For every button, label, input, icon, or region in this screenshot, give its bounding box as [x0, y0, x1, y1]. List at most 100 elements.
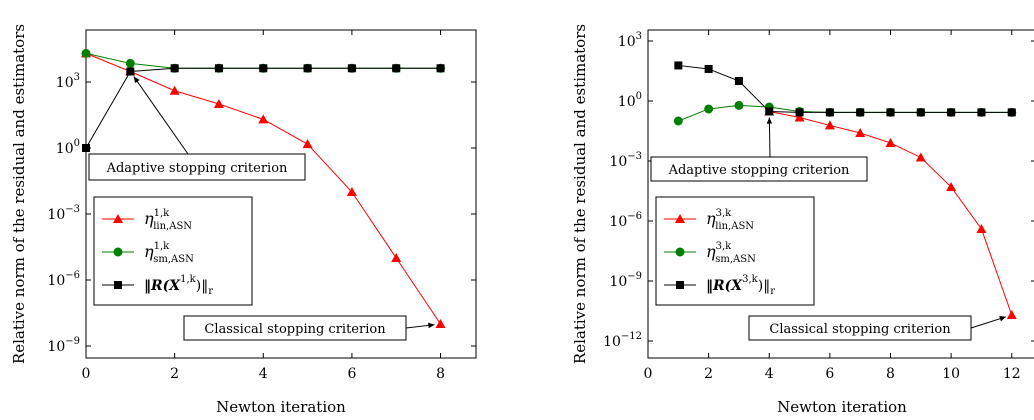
legend-label: η3,k lin,ASN — [706, 208, 754, 232]
eta-lin-series-point — [346, 187, 357, 196]
residual-series-point — [1007, 108, 1016, 117]
eta-lin-series-point — [391, 253, 402, 262]
legend-marker — [114, 281, 122, 289]
legend-label: η1,k lin,ASN — [144, 208, 192, 232]
x-axis-label: Newton iteration — [216, 398, 346, 416]
annotation-box — [650, 156, 868, 182]
x-tick-label: 4 — [259, 366, 268, 382]
residual-series-point — [916, 108, 925, 117]
classical-stopping-annotation: Classical stopping criterion — [748, 315, 1007, 341]
residual-series-point — [886, 108, 895, 117]
eta-lin-series-point — [1006, 309, 1017, 319]
residual-series-point — [126, 67, 135, 76]
residual-series — [674, 61, 1016, 117]
annotation-box — [748, 315, 972, 341]
y-tick-label: 103 — [618, 31, 642, 50]
plot-frame — [85, 29, 477, 359]
x-tick-label: 6 — [347, 366, 356, 382]
eta-lin-series-point — [946, 182, 957, 192]
legend-label: ‖R(X1,k)‖r — [144, 274, 213, 297]
residual-series-point — [734, 77, 743, 85]
annotation-arrow — [766, 117, 773, 158]
eta-sm-series-point — [673, 116, 683, 126]
x-tick-label: 2 — [170, 366, 179, 382]
annotation-arrow — [405, 322, 435, 329]
x-axis-label: Newton iteration — [777, 398, 907, 416]
y-tick-label: 10−9 — [609, 271, 642, 290]
annotation-text: Adaptive stopping criterion — [668, 163, 850, 178]
y-tick-label: 103 — [56, 72, 80, 91]
annotation-box — [88, 153, 306, 181]
eta-lin-series-point — [976, 223, 987, 233]
legend-label: η3,k sm,ASN — [706, 241, 756, 265]
y-tick-label: 10−3 — [609, 151, 642, 170]
eta-sm-series-point — [81, 48, 91, 58]
legend-marker — [676, 281, 684, 289]
legend-item: η1,k lin,ASN — [102, 208, 192, 232]
y-tick-label: 10−12 — [603, 331, 642, 350]
annotation-box — [183, 315, 407, 341]
annotation-text: Classical stopping criterion — [204, 322, 386, 337]
legend-item: ‖R(X3,k)‖r — [664, 274, 775, 297]
annotation-text: Adaptive stopping criterion — [106, 161, 288, 176]
adaptive-stopping-annotation: Adaptive stopping criterion — [650, 117, 868, 182]
legend-item: η3,k lin,ASN — [664, 208, 754, 232]
legend-marker — [113, 214, 123, 223]
residual-series-point — [170, 64, 179, 73]
legend-item: η3,k sm,ASN — [664, 241, 756, 265]
y-tick-label: 10−3 — [47, 204, 80, 223]
residual-series-point — [82, 144, 90, 152]
eta-lin-series-point — [824, 120, 835, 130]
residual-series-point — [704, 64, 713, 73]
eta-lin-series-point — [855, 128, 866, 138]
eta-lin-series-point — [302, 139, 313, 149]
x-tick-label: 12 — [1003, 366, 1021, 382]
residual-series-point — [977, 108, 986, 117]
eta-lin-series-point — [213, 99, 224, 108]
y-tick-label: 100 — [56, 138, 80, 157]
eta-lin-series-point — [169, 85, 180, 95]
chart-panel-2: 0 2 4 6 8 10 12 103 100 10−3 10−6 10−9 10−12 Newton i… — [571, 24, 1034, 416]
legend-label: ‖R(X3,k)‖r — [706, 274, 775, 297]
eta-sm-series-point — [704, 104, 714, 114]
legend-marker — [675, 214, 685, 223]
eta-sm-series-line — [678, 104, 1012, 122]
eta-lin-series-point — [258, 114, 269, 124]
residual-series-point — [856, 108, 865, 117]
annotation-arrow — [970, 316, 1007, 329]
x-tick-label: 6 — [825, 366, 834, 382]
eta-lin-series-point — [915, 152, 926, 162]
residual-series-point — [674, 61, 683, 70]
y-axis-label: Relative norm of the residual and estima… — [10, 24, 28, 364]
x-tick-label: 2 — [704, 366, 713, 382]
residual-series — [82, 64, 445, 152]
residual-series-point — [765, 107, 774, 116]
residual-series-point — [825, 108, 834, 117]
legend-marker — [113, 247, 123, 257]
legend-label: η1,k sm,ASN — [144, 241, 194, 265]
x-tick-label: 0 — [82, 366, 91, 382]
x-tick-label: 4 — [765, 366, 774, 382]
residual-series-point — [214, 64, 223, 73]
legend: η1,k lin,ASN η1,k sm,ASN ‖R(X1,k)‖r — [93, 196, 253, 306]
eta-lin-series-point — [435, 319, 446, 328]
x-tick-label: 8 — [886, 366, 895, 382]
legend-marker — [675, 247, 685, 257]
y-tick-label: 10−6 — [47, 270, 80, 289]
chart-panel-1: 0 2 4 6 8 103 100 10−3 10−6 10−9 Newton iteration R… — [10, 24, 477, 416]
x-tick-label: 0 — [644, 366, 653, 382]
residual-series-point — [436, 64, 445, 73]
y-tick-label: 100 — [618, 91, 642, 110]
legend: η3,k lin,ASN η3,k sm,ASN ‖R(X3,k)‖r — [655, 196, 815, 306]
x-tick-label: 10 — [942, 366, 960, 382]
annotation-text: Classical stopping criterion — [769, 322, 951, 337]
eta-lin-series-point — [794, 112, 805, 122]
x-tick-label: 8 — [436, 366, 445, 382]
residual-series-point — [795, 108, 804, 117]
residual-series-point — [303, 64, 312, 73]
legend-item: ‖R(X1,k)‖r — [102, 274, 213, 297]
residual-series-point — [947, 108, 956, 117]
y-tick-label: 10−6 — [609, 211, 642, 230]
legend-item: η1,k sm,ASN — [102, 241, 194, 265]
